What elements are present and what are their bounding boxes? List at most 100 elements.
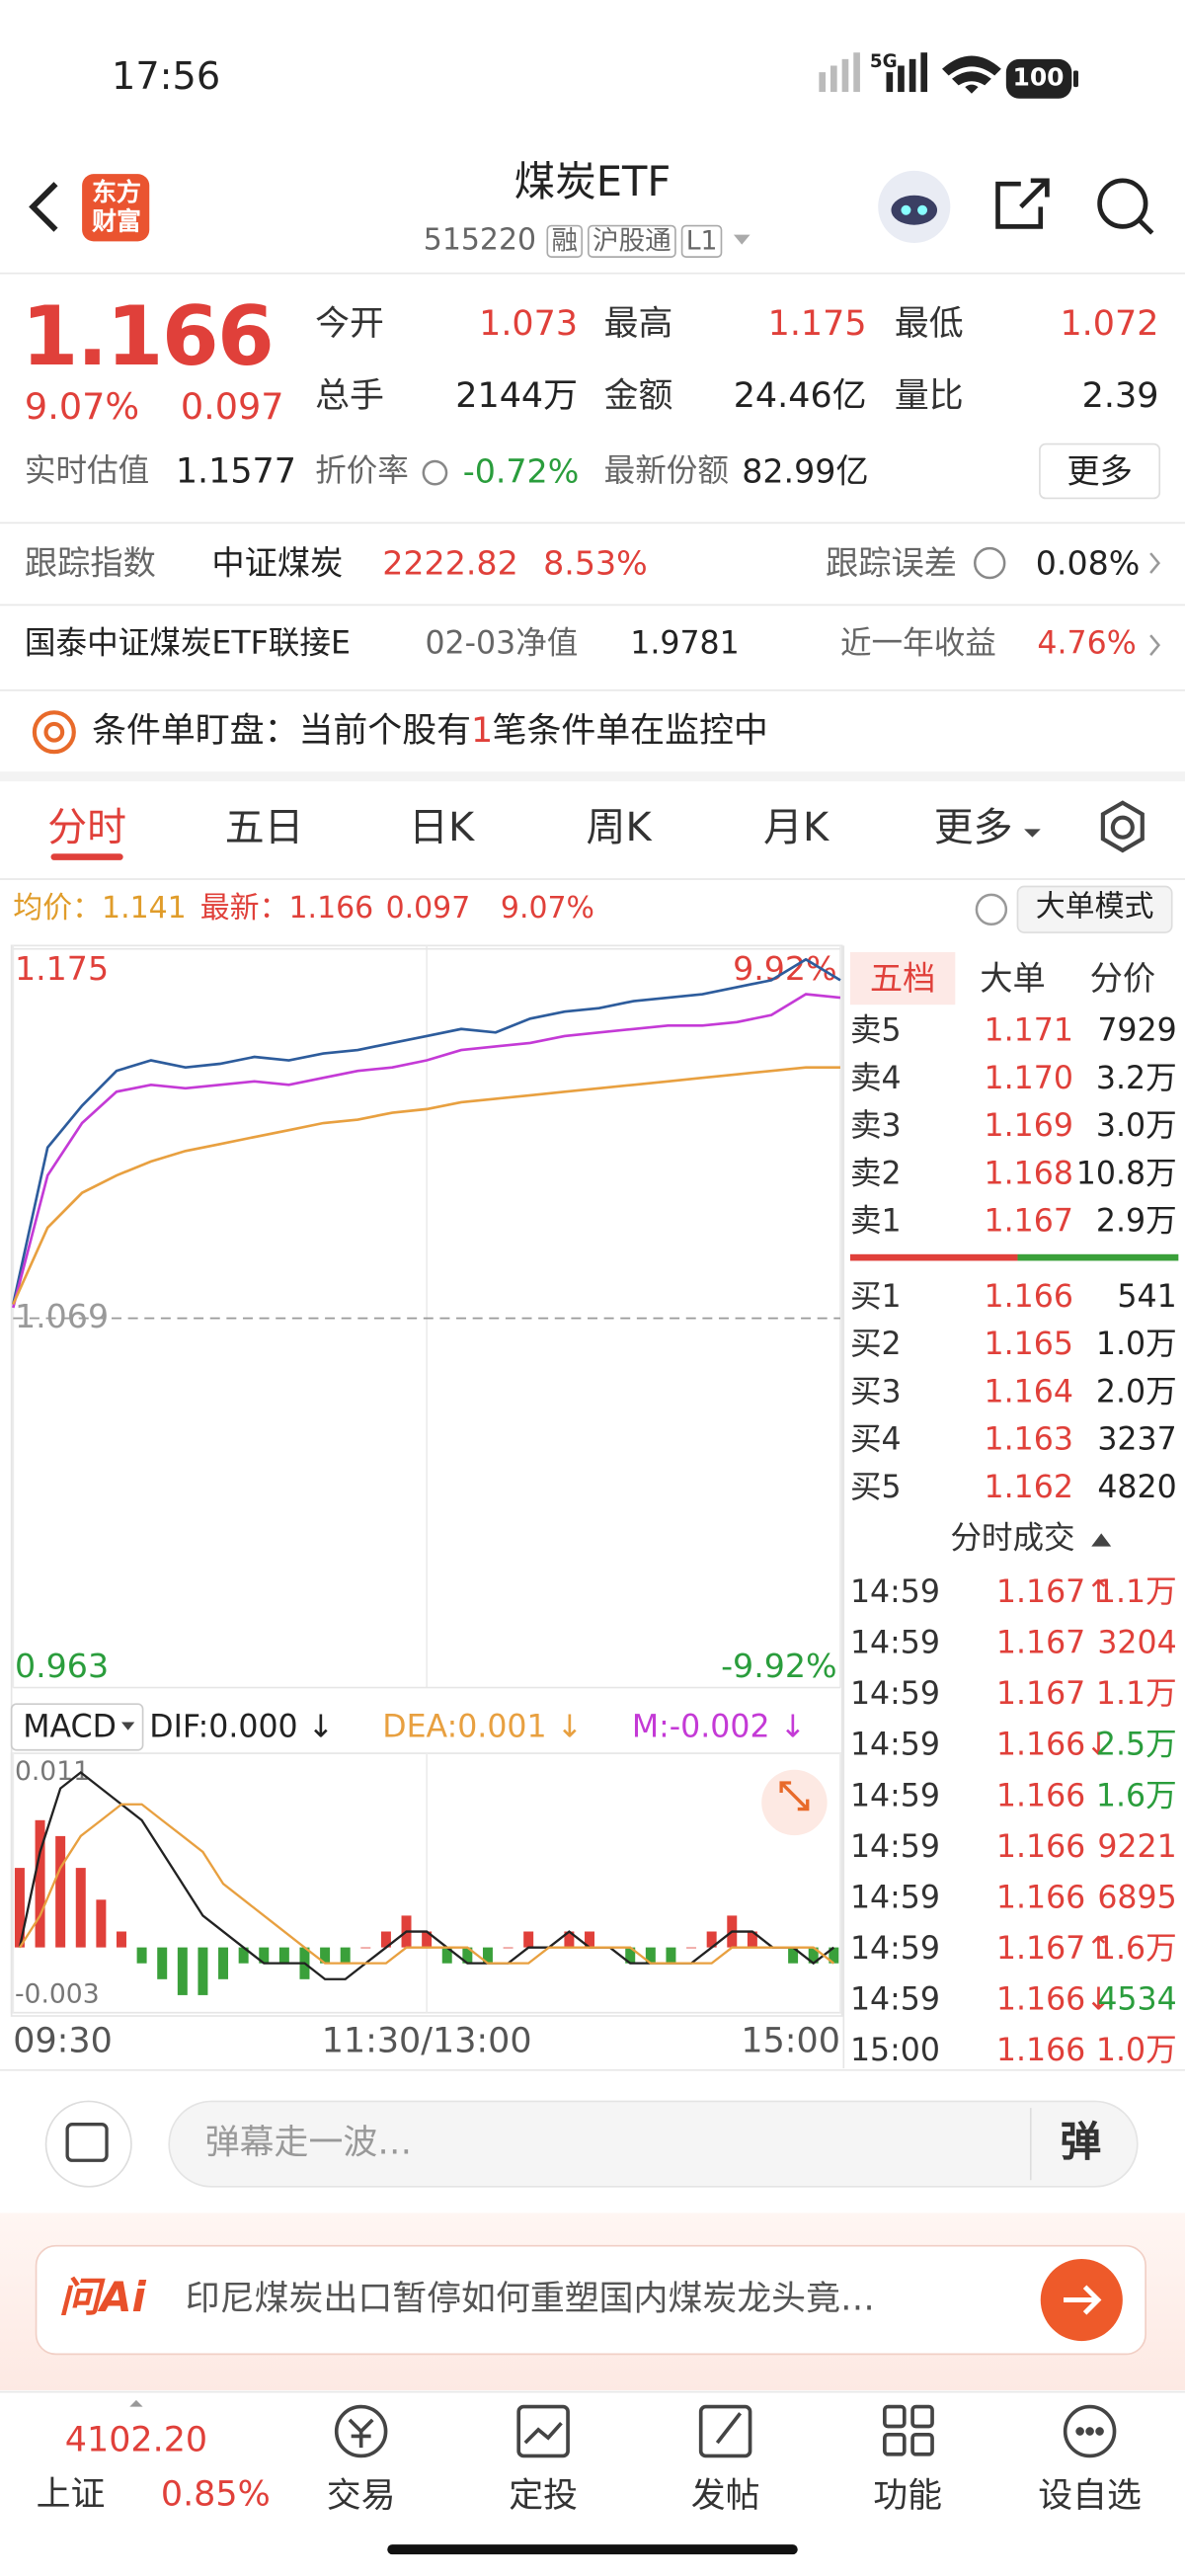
more-button[interactable]: 更多: [1039, 443, 1161, 500]
share-icon[interactable]: [995, 178, 1050, 229]
index-name: 上证: [36, 2473, 106, 2514]
divider: [0, 604, 1185, 606]
settings-icon[interactable]: [1100, 800, 1145, 853]
tracking-value: 2222.82: [382, 543, 518, 584]
book-label: 买4: [849, 1421, 902, 1458]
tracking-error-label: 跟踪误差: [826, 543, 957, 584]
nav-item[interactable]: 发帖: [690, 2475, 760, 2516]
stock-title: 煤炭ETF: [514, 157, 672, 205]
book-price: 1.169: [984, 1107, 1073, 1145]
tag: 沪股通: [588, 224, 676, 258]
tab[interactable]: 日K: [409, 804, 475, 850]
trade-price: 1.166: [995, 2032, 1086, 2069]
field-label: 最高: [603, 303, 673, 344]
trade-volume: 1.6万: [1095, 1930, 1177, 1968]
book-volume: 1.0万: [1095, 1326, 1177, 1363]
trade-volume: 1.1万: [1095, 1675, 1177, 1713]
trade-price: 1.166: [995, 1880, 1086, 1916]
trade-time: 14:59: [849, 1880, 940, 1916]
macd-bar: [625, 1947, 636, 1964]
x-tick-label: 15:00: [741, 2022, 840, 2061]
logo[interactable]: [82, 174, 150, 242]
trade-time: 14:59: [849, 1778, 940, 1814]
book-label: 卖1: [849, 1203, 902, 1240]
condition-text: 条件单盯盘：当前个股有: [92, 710, 472, 751]
tab[interactable]: 月K: [763, 804, 830, 850]
field-value: 1.175: [767, 303, 867, 344]
nav-item[interactable]: 功能: [873, 2475, 943, 2516]
macd-bar: [198, 1947, 208, 1995]
macd-bar: [645, 1947, 656, 1964]
price-line: [12, 1066, 840, 1306]
macd-bar: [14, 1868, 25, 1948]
y2-tick-label: -9.92%: [721, 1647, 837, 1685]
comment-input[interactable]: [168, 2100, 1139, 2188]
trade-price: 1.167↑: [995, 1930, 1112, 1968]
macd-bar: [55, 1835, 66, 1948]
shares-label: 最新份额: [603, 452, 729, 490]
price-line: [12, 993, 841, 1309]
book-volume: 3237: [1097, 1421, 1177, 1458]
price-line: [11, 957, 841, 1305]
estimate-label: 实时估值: [24, 452, 150, 490]
legend-item: M:-0.002 ↓: [631, 1709, 807, 1745]
book-label: 买1: [849, 1278, 902, 1316]
trade-time: 14:59: [849, 1727, 940, 1764]
comment-button[interactable]: 弹: [1060, 2118, 1102, 2166]
book-price: 1.167: [984, 1203, 1073, 1240]
logo-text: 财富: [92, 206, 141, 237]
search-icon[interactable]: [1097, 178, 1154, 235]
trade-time: 14:59: [849, 1828, 940, 1866]
shares-value: 82.99亿: [742, 451, 869, 491]
mode-button[interactable]: 大单模式: [1035, 889, 1154, 925]
status-time: 17:56: [112, 55, 221, 99]
macd-bar: [278, 1947, 289, 1964]
tab[interactable]: 周K: [586, 804, 652, 850]
comment-placeholder: 弹幕走一波…: [204, 2123, 413, 2162]
network: 5G: [869, 50, 898, 73]
macd-line: [18, 1771, 835, 1980]
macd-bar: [482, 1947, 493, 1964]
book-tab[interactable]: 分价: [1089, 958, 1156, 999]
trade-volume: 6895: [1097, 1880, 1177, 1916]
trade-time: 14:59: [849, 1573, 940, 1611]
field-label: 金额: [603, 375, 673, 416]
macd-bar: [706, 1931, 717, 1948]
book-tab[interactable]: 五档: [869, 958, 936, 999]
macd-bar: [117, 1931, 126, 1948]
nav-item[interactable]: 定投: [509, 2475, 579, 2516]
tab[interactable]: 五日: [224, 804, 304, 850]
nav-item[interactable]: 设自选: [1038, 2475, 1142, 2516]
tracking-label: 跟踪指数: [24, 543, 156, 584]
trade-time: 14:59: [849, 1675, 940, 1713]
fund-nav-label: 02-03净值: [425, 625, 579, 662]
change-pct: 9.07%: [24, 387, 140, 429]
back-icon[interactable]: [29, 182, 58, 232]
macd-bar: [666, 1947, 676, 1964]
tab[interactable]: 分时: [47, 804, 126, 850]
fund-return: 4.76%: [1037, 625, 1137, 662]
divider: [0, 689, 1185, 691]
book-price: 1.164: [984, 1374, 1073, 1410]
book-volume: 2.9万: [1095, 1203, 1177, 1240]
tab[interactable]: 更多: [933, 804, 1013, 850]
book-tab[interactable]: 大单: [980, 958, 1046, 999]
condition-text: 笔条件单在监控中: [492, 710, 768, 751]
x-tick-label: 11:30/13:00: [322, 2022, 532, 2061]
macd-line: [18, 1803, 835, 1965]
macd-bar: [523, 1931, 534, 1948]
trade-price: 1.167: [995, 1675, 1086, 1713]
ai-banner[interactable]: [35, 2244, 1146, 2356]
index-pct: 0.85%: [160, 2473, 271, 2514]
trade-price: 1.166↓: [995, 1727, 1112, 1764]
trade-volume: 1.6万: [1095, 1778, 1177, 1814]
trades-title: 分时成交: [950, 1520, 1075, 1557]
nav-item[interactable]: 交易: [326, 2475, 396, 2516]
dropdown[interactable]: [733, 234, 750, 245]
condition-count: 1: [471, 710, 494, 751]
fund-return-label: 近一年收益: [839, 625, 996, 662]
field-value: 2144万: [455, 375, 579, 416]
macd-bar: [747, 1931, 757, 1948]
macd-bar: [503, 1947, 514, 1949]
